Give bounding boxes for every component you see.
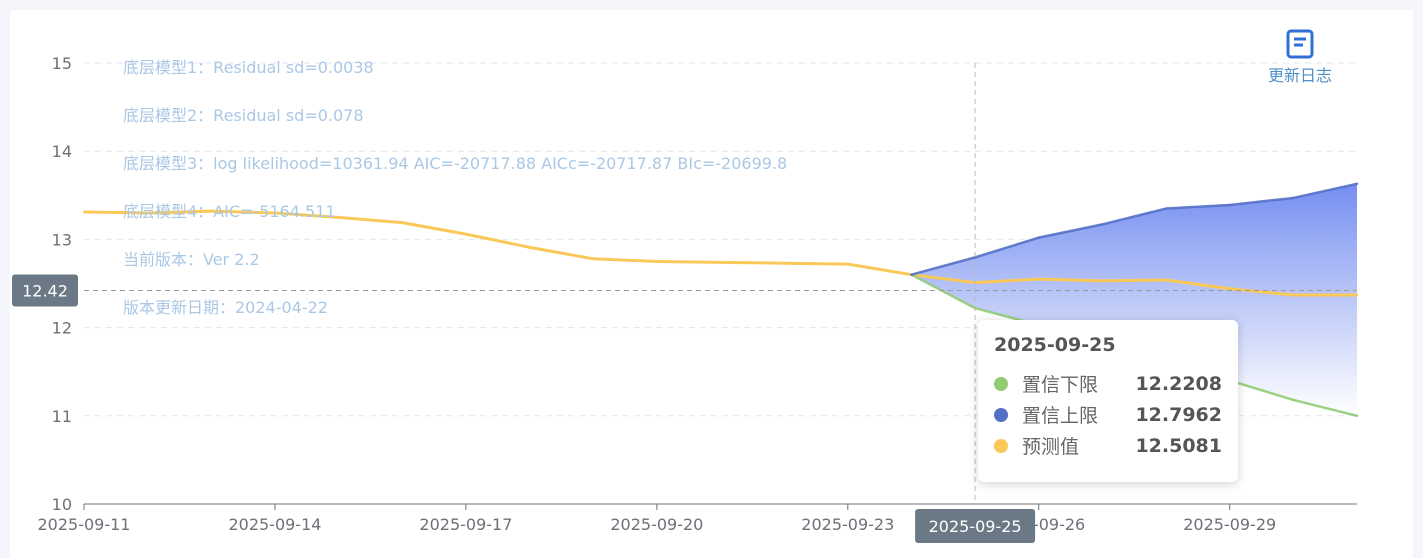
crosshair: 12.42 2025-09-25 — [12, 63, 1357, 543]
data-point — [846, 262, 849, 266]
y-tick-label: 10 — [52, 495, 72, 514]
data-point — [1101, 223, 1104, 226]
tooltip-name: 预测值 — [1022, 436, 1080, 458]
chart-card: 10 11 12 13 14 15 2025-09-11 2025-09-14 2025-09-… — [10, 10, 1413, 558]
tooltip-name: 置信上限 — [1022, 405, 1099, 427]
x-tick-label: 2025-09-17 — [419, 515, 512, 534]
data-point — [782, 262, 786, 265]
y-tick-label: 15 — [52, 54, 72, 73]
data-point — [1355, 182, 1359, 186]
tooltip: 2025-09-25 置信下限 12.2208 置信上限 12.7962 预测值… — [978, 320, 1238, 482]
data-point — [973, 256, 977, 259]
data-point — [910, 273, 913, 276]
data-point — [1228, 203, 1231, 207]
tooltip-row-lower: 置信下限 12.2208 — [994, 368, 1222, 399]
model-info: 底层模型1：Residual sd=0.0038 底层模型2：Residual s… — [123, 58, 787, 317]
changelog-button[interactable]: 更新日志 — [1255, 28, 1345, 86]
legend-dot-upper — [994, 407, 1008, 422]
data-point — [1292, 293, 1295, 297]
tooltip-title: 2025-09-25 — [994, 334, 1116, 356]
data-point — [273, 211, 277, 215]
data-point — [82, 210, 86, 214]
data-point — [464, 232, 468, 236]
y-crosshair-label: 12.42 — [22, 282, 68, 301]
confidence-band-area — [911, 183, 1357, 416]
model-info-line: 底层模型3：log likelihood=10361.94 AIC=-20717… — [123, 154, 787, 173]
document-icon — [1286, 29, 1314, 59]
y-tick-label: 12 — [52, 319, 72, 338]
x-tick-label: 2025-09-14 — [228, 515, 321, 534]
data-point — [1101, 279, 1104, 283]
changelog-label: 更新日志 — [1267, 66, 1332, 85]
y-crosshair-label-bg — [12, 274, 78, 307]
data-point — [1292, 398, 1295, 402]
model-info-line: 底层模型2：Residual sd=0.078 — [123, 106, 364, 125]
data-point — [719, 261, 722, 264]
legend-dot-forecast — [994, 438, 1008, 453]
x-tick-label: 2025-09-29 — [1183, 515, 1276, 534]
data-point — [592, 257, 595, 261]
data-point — [1355, 414, 1359, 417]
model-info-line: 底层模型1：Residual sd=0.0038 — [123, 58, 374, 77]
data-point — [655, 260, 659, 263]
data-point — [1355, 293, 1359, 297]
data-point — [528, 246, 531, 249]
data-point — [1292, 196, 1295, 200]
forecast-chart[interactable]: 10 11 12 13 14 15 2025-09-11 2025-09-14 2025-09-… — [10, 10, 1413, 558]
data-point — [1037, 277, 1040, 281]
series-line — [911, 182, 1358, 276]
data-point — [210, 209, 213, 213]
y-tick-label: 13 — [52, 230, 72, 249]
x-crosshair-label: 2025-09-25 — [929, 517, 1022, 536]
model-info-line: 版本更新日期：2024-04-22 — [123, 298, 328, 317]
x-tick-label: 2025-09-11 — [38, 515, 131, 534]
x-tick-label: 2025-09-20 — [610, 515, 703, 534]
y-tick-label: 11 — [52, 407, 72, 426]
data-point — [1037, 236, 1040, 239]
y-tick-label: 14 — [52, 142, 72, 161]
data-point — [401, 221, 404, 224]
data-point — [1164, 278, 1168, 282]
tooltip-name: 置信下限 — [1022, 374, 1099, 396]
legend-dot-lower — [994, 376, 1008, 391]
model-info-line: 底层模型4：AIC=-5164.511 — [123, 202, 336, 221]
x-tick-label: 2025-09-23 — [801, 515, 894, 534]
data-point — [1228, 287, 1231, 290]
confidence-band — [911, 183, 1357, 416]
tooltip-value: 12.5081 — [1135, 434, 1222, 457]
model-info-line: 当前版本：Ver 2.2 — [123, 250, 260, 269]
x-crosshair-label-bg — [915, 509, 1036, 543]
tooltip-value: 12.7962 — [1135, 403, 1222, 426]
data-point — [1164, 207, 1168, 210]
tooltip-row-forecast: 预测值 12.5081 — [994, 430, 1222, 461]
data-point — [337, 216, 340, 219]
tooltip-value: 12.2208 — [1135, 372, 1222, 395]
tooltip-row-upper: 置信上限 12.7962 — [994, 399, 1222, 430]
data-point — [146, 211, 149, 215]
